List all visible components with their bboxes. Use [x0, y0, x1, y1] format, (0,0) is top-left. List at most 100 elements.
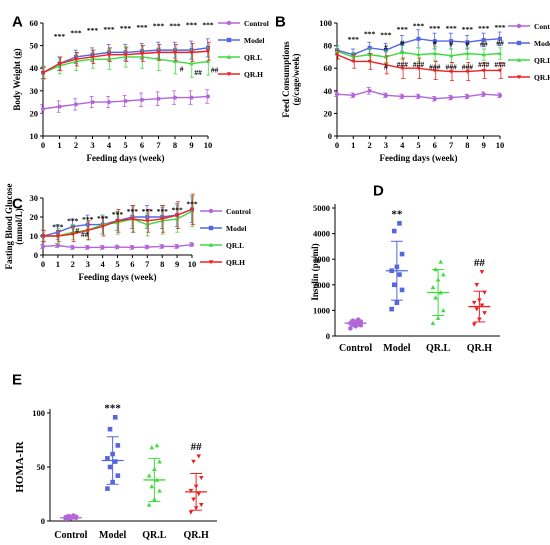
- data-point: [498, 93, 502, 98]
- legend-item-qrl: QR.L: [200, 241, 244, 250]
- data-point: [191, 459, 196, 464]
- legend-marker: [208, 242, 214, 247]
- category-label: QR.H: [467, 343, 493, 354]
- x-axis-label: Feeding days (week): [87, 153, 165, 163]
- data-point: [199, 502, 204, 508]
- significance-mark: ***: [478, 24, 490, 33]
- group-control: [344, 317, 367, 331]
- significance-mark: ###: [429, 62, 441, 71]
- data-point: [157, 459, 162, 464]
- legend-item-model: Model: [200, 224, 246, 233]
- y-tick-label: 30: [30, 193, 39, 203]
- significance-mark: ***: [462, 25, 474, 34]
- data-point: [449, 69, 454, 74]
- data-point: [481, 68, 486, 73]
- y-tick-label: 3000: [313, 254, 330, 264]
- significance-mark: ***: [54, 32, 66, 41]
- series-qrh: [41, 41, 211, 79]
- data-point: [400, 50, 405, 54]
- y-axis-label-line: (g/cage/week): [291, 54, 301, 106]
- data-point: [189, 61, 194, 66]
- data-point: [416, 94, 421, 99]
- data-point: [400, 94, 405, 99]
- significance-mark: ***: [103, 25, 115, 34]
- data-point: [465, 51, 470, 56]
- significance-mark: ***: [364, 30, 376, 39]
- x-tick-label: 8: [465, 140, 469, 150]
- significance-mark: #: [466, 40, 470, 49]
- y-axis-label: HOMA-IR: [14, 440, 26, 492]
- data-point: [115, 245, 120, 250]
- legend-marker: [226, 54, 232, 59]
- data-point: [391, 282, 397, 288]
- legend-marker: [208, 208, 214, 214]
- data-point: [191, 497, 196, 502]
- panel-B: B 0 20 40 60 80 100 0 1 2 3 4 5 6 7 8 9 10 Feeding days (w…: [275, 13, 550, 163]
- data-point: [41, 244, 45, 249]
- data-point: [130, 217, 135, 221]
- significance-mark: ##: [474, 257, 486, 269]
- series-control: [40, 242, 194, 250]
- data-point: [474, 282, 480, 288]
- data-point: [189, 50, 194, 55]
- category-label: QR.L: [426, 343, 451, 354]
- data-point: [107, 100, 111, 105]
- y-tick-label: 50: [37, 462, 46, 472]
- significance-mark: ##: [480, 40, 488, 49]
- y-axis-label: Body Weight (g): [12, 48, 22, 110]
- data-point: [175, 213, 180, 218]
- y-axis-label: Feed Consumptions(g/cage/week): [281, 41, 301, 118]
- data-point: [498, 51, 502, 56]
- y-tick-label: 20: [324, 108, 333, 118]
- data-point: [438, 259, 444, 264]
- data-point: [90, 55, 95, 59]
- legend-label: QR.H: [244, 70, 263, 79]
- legend-marker: [516, 23, 522, 29]
- significance-mark: #: [400, 39, 404, 48]
- legend-label: Model: [226, 224, 246, 233]
- y-tick-label: 20: [30, 108, 39, 118]
- series-qrh: [41, 193, 195, 243]
- panel-C: C 0 10 20 30 0 1 2 3 4 5 6 7 8 9 10 Feeding days (week) F…: [4, 183, 251, 282]
- data-point: [57, 62, 62, 66]
- data-point: [465, 69, 470, 74]
- significance-mark: #: [384, 43, 388, 52]
- x-tick-label: 1: [351, 140, 355, 150]
- legend-marker: [516, 40, 522, 46]
- data-point: [90, 100, 95, 105]
- legend-label: Control: [244, 19, 269, 28]
- y-axis-label-line: Body Weight (g): [12, 48, 22, 110]
- y-tick-label: 60: [30, 18, 39, 28]
- data-point: [206, 59, 210, 64]
- data-point: [350, 318, 356, 323]
- data-point: [498, 68, 502, 73]
- data-point: [206, 49, 210, 54]
- data-point: [115, 443, 121, 448]
- y-axis-label-line: Feed Consumptions: [281, 41, 291, 118]
- x-tick-label: 3: [86, 259, 90, 269]
- significance-mark: **: [391, 208, 403, 220]
- data-point: [481, 92, 486, 97]
- data-point: [432, 51, 437, 56]
- series-control: [334, 87, 502, 102]
- x-tick-label: 8: [160, 259, 164, 269]
- data-point: [85, 245, 90, 250]
- data-point: [367, 45, 372, 50]
- data-point: [430, 320, 436, 326]
- x-tick-label: 10: [204, 140, 213, 150]
- data-point: [188, 510, 194, 515]
- x-tick-label: 5: [115, 259, 119, 269]
- data-point: [367, 88, 372, 93]
- data-point: [105, 456, 110, 461]
- data-point: [399, 251, 405, 257]
- x-tick-label: 1: [56, 259, 60, 269]
- panel-label: D: [373, 182, 384, 199]
- series-model: [40, 38, 210, 79]
- legend-label: Control: [226, 207, 251, 216]
- panel-label: B: [275, 13, 286, 30]
- x-tick-label: 6: [433, 140, 437, 150]
- legend-item-control: Control: [200, 207, 251, 216]
- y-tick-label: 30: [30, 86, 39, 96]
- data-point: [123, 53, 128, 57]
- series-control: [40, 89, 210, 114]
